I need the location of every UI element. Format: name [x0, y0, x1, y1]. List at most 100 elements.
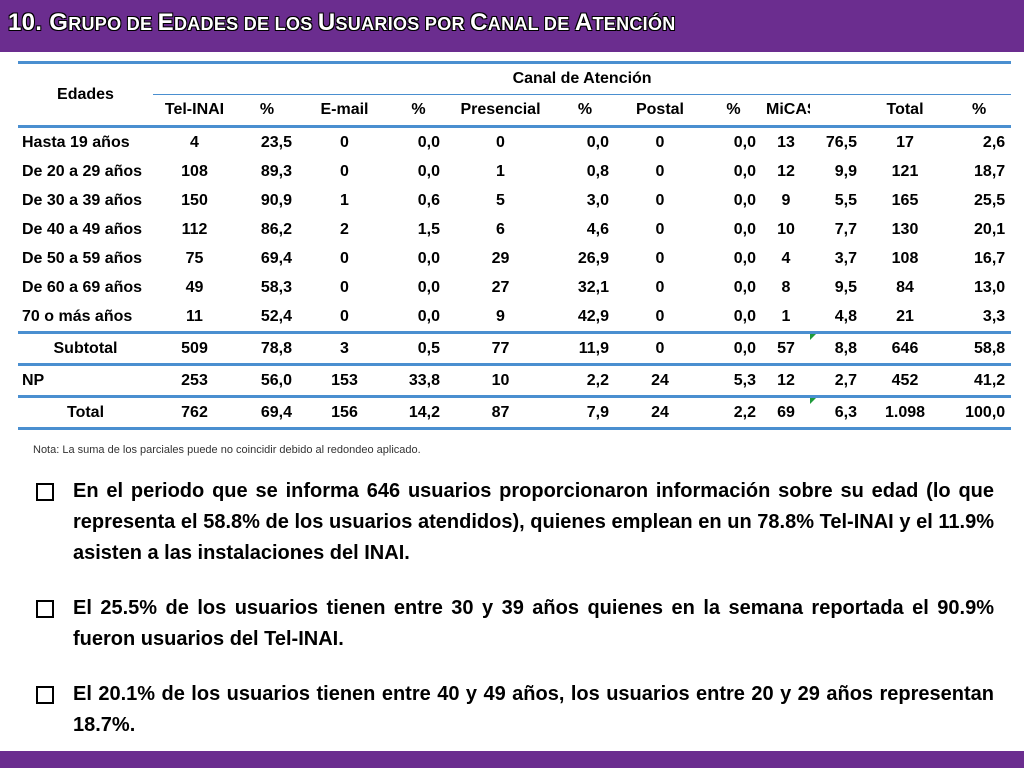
table-cell: 5	[496, 191, 505, 209]
table-cell: 77	[446, 331, 555, 365]
col-header: Postal	[615, 94, 705, 128]
bottom-bar	[0, 751, 1024, 768]
table-cell: 2,7	[810, 363, 863, 397]
table-cell: 69	[762, 395, 810, 430]
table-cell: 58,8	[947, 331, 1012, 365]
table-row: Hasta 19 años 4 23,5 0 0,0 0 0,0 0 0,0 13 76,5 17 2,…	[18, 127, 1011, 158]
bullet-item: En el periodo que se informa 646 usuario…	[36, 476, 994, 569]
table-cell: 112	[181, 220, 208, 238]
table-cell: 9	[496, 307, 505, 325]
table-cell: 1	[781, 307, 791, 325]
table-cell: 0,0	[417, 249, 440, 267]
table-cell: 56,0	[236, 363, 298, 397]
row-label: De 30 a 39 años	[22, 191, 143, 209]
table-cell: 9,9	[834, 162, 857, 180]
table-cell: 762	[153, 395, 236, 430]
bullet-text: El 20.1% de los usuarios tienen entre 40…	[73, 683, 994, 736]
table-cell: 0	[340, 278, 349, 296]
table-cell: 86,2	[260, 220, 292, 238]
table-cell: 0	[655, 249, 665, 267]
col-header: %	[705, 94, 762, 128]
table-cell: 0,0	[705, 331, 762, 365]
table-cell: 0	[340, 162, 349, 180]
row-label: De 50 a 59 años	[22, 249, 143, 267]
table-cell: 41,2	[947, 363, 1012, 397]
table-cell: 0	[655, 133, 665, 151]
table-cell: 76,5	[825, 133, 857, 151]
table-cell: 4,8	[834, 307, 857, 325]
table-cell: 13,0	[974, 278, 1006, 296]
table-cell: 1	[496, 162, 505, 180]
title-cap: G	[49, 9, 69, 36]
table-cell: 0,0	[733, 220, 756, 238]
age-channel-table-container: Edades Canal de Atención Tel-INAI % E-ma…	[18, 61, 1012, 430]
table-cell: 69,4	[236, 395, 298, 430]
table-cell: 253	[153, 363, 236, 397]
bullet-list: En el periodo que se informa 646 usuario…	[36, 476, 994, 765]
col-header: %	[555, 94, 615, 128]
table-cell: 16,7	[974, 249, 1006, 267]
table-cell: 69,4	[260, 249, 292, 267]
table-cell: 0,0	[733, 162, 756, 180]
col-header: %	[236, 94, 298, 128]
table-cell: 12	[762, 363, 810, 397]
table-cell: 24	[615, 363, 705, 397]
table-cell: 13	[777, 133, 795, 151]
table-cell: 0,0	[733, 249, 756, 267]
table-cell: 509	[153, 331, 236, 365]
row-label: Subtotal	[18, 331, 153, 365]
table-cell: 0	[655, 220, 665, 238]
table-cell: 25,5	[974, 191, 1006, 209]
table-cell: 1.098	[863, 395, 947, 430]
title-rest: DADES DE LOS	[173, 14, 318, 34]
col-header: %	[947, 94, 1012, 128]
col-header: Tel-INAI	[153, 94, 236, 128]
col-header: Presencial	[446, 94, 555, 128]
table-cell: 49	[185, 278, 204, 296]
table-cell: 89,3	[260, 162, 292, 180]
table-row: 70 o más años 11 52,4 0 0,0 9 42,9 0 0,0 1 4,8 21 3,…	[18, 302, 1011, 333]
table-cell: 0	[655, 278, 665, 296]
table-cell: 3,7	[834, 249, 857, 267]
table-cell: 3,3	[982, 307, 1006, 325]
table-cell: 9	[781, 191, 791, 209]
canal-header: Canal de Atención	[153, 61, 1012, 95]
title-cap: A	[574, 9, 593, 36]
table-cell: 0,0	[733, 307, 756, 325]
table-cell: 4	[190, 133, 199, 151]
table-cell: 0,0	[733, 191, 756, 209]
title-rest: SUARIOS POR	[335, 14, 471, 34]
table-cell: 21	[896, 307, 914, 325]
table-cell: 0,0	[733, 133, 756, 151]
table-cell: 11	[186, 307, 203, 325]
table-cell: 4,6	[586, 220, 609, 238]
table-cell: 11,9	[555, 331, 615, 365]
title-cap: E	[157, 9, 174, 36]
table-cell: 646	[863, 331, 947, 365]
table-cell: 3,0	[586, 191, 609, 209]
table-cell: 29	[491, 249, 510, 267]
table-cell: 2	[340, 220, 349, 238]
table-cell: 0,0	[417, 162, 440, 180]
checkbox-bullet-icon	[36, 686, 54, 704]
table-cell: 58,3	[260, 278, 292, 296]
table-cell: 20,1	[974, 220, 1006, 238]
table-cell: 0,0	[733, 278, 756, 296]
table-cell: 0	[615, 331, 705, 365]
table-cell: 0	[340, 307, 349, 325]
table-cell: 0,0	[417, 278, 440, 296]
col-header: Total	[863, 94, 947, 128]
table-cell: 0,8	[586, 162, 609, 180]
table-cell: 0,0	[417, 133, 440, 151]
table-cell: 2,2	[555, 363, 615, 397]
table-cell: 75	[185, 249, 204, 267]
table-cell: 8,8	[810, 331, 863, 365]
table-cell: 10	[777, 220, 795, 238]
table-cell: 7,7	[834, 220, 857, 238]
title-rest: ANAL DE	[487, 14, 575, 34]
row-label: De 40 a 49 años	[22, 220, 143, 238]
subtotal-row: Subtotal 509 78,8 3 0,5 77 11,9 0 0,0 57 8,8 646 58,…	[18, 331, 1012, 365]
table-row: De 30 a 39 años 150 90,9 1 0,6 5 3,0 0 0,0 9 5,5 16…	[18, 186, 1011, 215]
col-header: E-mail	[298, 94, 391, 128]
table-cell: 165	[891, 191, 919, 209]
